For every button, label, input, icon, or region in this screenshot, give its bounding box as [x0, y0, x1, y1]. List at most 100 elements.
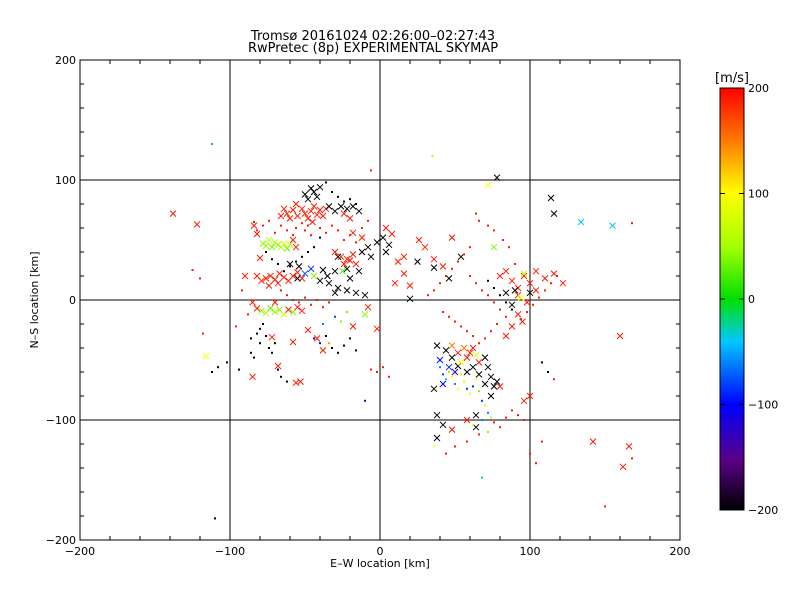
dot-marker	[490, 330, 492, 333]
dot-marker	[202, 332, 204, 335]
cross-marker	[373, 325, 381, 333]
cross-marker	[358, 234, 366, 241]
cross-marker	[367, 253, 375, 261]
dot-marker	[484, 337, 486, 340]
colorbar-label: [m/s]	[715, 71, 749, 86]
cross-marker	[324, 272, 331, 280]
cross-marker	[310, 203, 318, 210]
x-tick-label: 0	[377, 545, 384, 558]
dot-marker	[355, 349, 357, 352]
cross-marker	[258, 307, 265, 315]
cross-marker	[304, 326, 312, 334]
cross-marker	[262, 275, 270, 282]
cross-marker	[472, 351, 480, 359]
cross-marker	[289, 206, 297, 214]
dot-marker	[355, 241, 357, 244]
cross-marker	[310, 272, 318, 280]
cross-marker	[430, 255, 438, 263]
cross-marker	[448, 342, 456, 349]
dot-marker	[307, 224, 309, 227]
scatter-points	[169, 143, 633, 520]
cross-marker	[352, 289, 360, 297]
cross-marker	[547, 194, 555, 202]
dot-marker	[304, 229, 306, 232]
dot-marker	[463, 380, 465, 383]
dot-marker	[310, 234, 312, 237]
cross-marker	[439, 263, 447, 270]
cross-marker	[343, 265, 351, 273]
x-tick-label: 200	[670, 545, 691, 558]
cross-marker	[346, 257, 354, 264]
cross-marker	[484, 181, 492, 189]
cross-marker	[463, 416, 471, 424]
cross-marker	[472, 411, 480, 419]
dot-marker	[382, 366, 384, 369]
dot-marker	[433, 445, 435, 448]
dot-marker	[313, 337, 315, 340]
dot-marker	[475, 282, 477, 285]
dot-marker	[301, 222, 303, 225]
dot-marker	[301, 255, 303, 258]
cross-marker	[352, 260, 360, 268]
dot-marker	[499, 308, 501, 311]
dot-marker	[214, 517, 216, 520]
cross-marker	[358, 248, 366, 256]
cross-marker	[349, 323, 357, 330]
colorbar-tick-label: −100	[748, 399, 778, 412]
cross-marker	[267, 272, 274, 280]
dot-marker	[191, 269, 194, 271]
cross-marker	[294, 212, 301, 220]
cross-marker	[481, 380, 489, 388]
cross-marker	[346, 215, 354, 222]
cross-marker	[313, 193, 321, 201]
dot-marker	[475, 378, 477, 381]
dot-marker	[484, 404, 486, 407]
dot-marker	[493, 287, 495, 289]
y-tick-label: 200	[55, 54, 76, 67]
cross-marker	[307, 265, 315, 273]
cross-marker	[361, 291, 369, 299]
cross-marker	[439, 421, 447, 429]
dot-marker	[487, 294, 489, 297]
dot-marker	[286, 380, 288, 383]
cross-marker	[271, 299, 279, 306]
cross-marker	[241, 272, 249, 280]
dot-marker	[235, 325, 237, 328]
cross-marker	[490, 243, 498, 251]
dot-marker	[292, 234, 294, 237]
cross-marker	[271, 308, 279, 316]
dot-marker	[469, 275, 471, 277]
cross-marker	[520, 397, 528, 405]
dot-marker	[376, 371, 378, 373]
dot-marker	[463, 253, 465, 256]
cross-marker	[532, 267, 540, 275]
dot-marker	[346, 311, 348, 313]
cross-marker	[268, 243, 276, 251]
dot-marker	[265, 335, 267, 337]
dot-marker	[337, 229, 339, 232]
cross-marker	[526, 279, 534, 287]
cross-marker	[319, 212, 327, 220]
dot-marker	[472, 335, 474, 337]
dot-marker	[631, 222, 633, 225]
cross-marker	[249, 299, 256, 306]
dot-marker	[241, 289, 243, 292]
cross-marker	[487, 392, 495, 400]
cross-marker	[460, 344, 468, 352]
dot-marker	[253, 356, 255, 359]
dot-marker	[343, 200, 345, 203]
cross-marker	[276, 270, 283, 277]
dot-marker	[505, 416, 507, 419]
cross-marker	[262, 242, 270, 250]
dot-marker	[460, 373, 462, 376]
dot-marker	[316, 299, 318, 301]
cross-marker	[301, 191, 309, 198]
dot-marker	[370, 169, 372, 172]
colorbar-tick-label: −200	[748, 504, 778, 517]
cross-marker	[394, 258, 402, 265]
chart-subtitle: RwPretec (8p) EXPERIMENTAL SKYMAP	[248, 41, 498, 56]
dot-marker	[199, 277, 201, 280]
dot-marker	[556, 275, 558, 277]
cross-marker	[340, 210, 348, 217]
colorbar-tick-label: 100	[748, 188, 769, 201]
